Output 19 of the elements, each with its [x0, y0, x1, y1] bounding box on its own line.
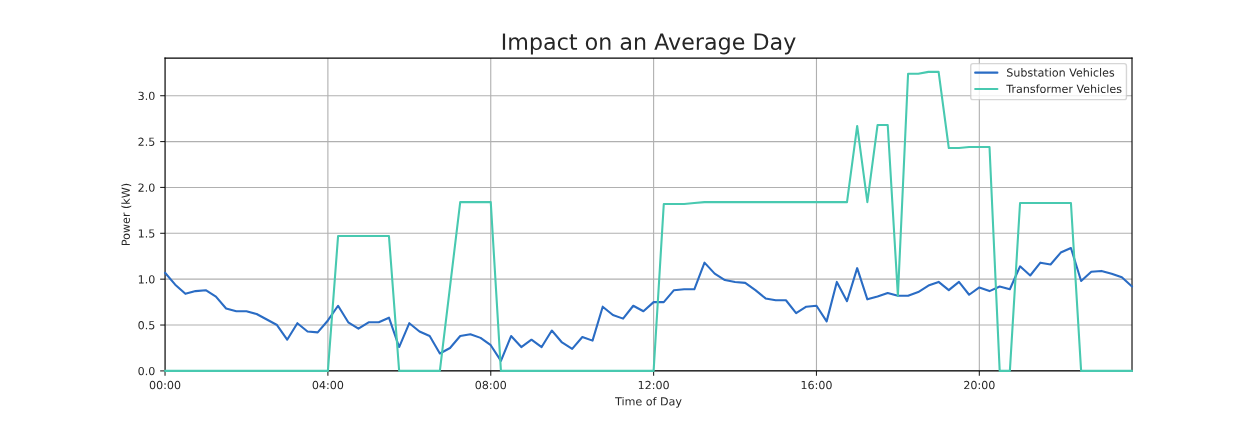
y-tick-label: 1.0	[138, 275, 155, 284]
x-axis-title: Time of Day	[615, 396, 682, 408]
y-tick-label: 0.0	[138, 366, 155, 376]
y-tick-label: 2.5	[138, 137, 155, 146]
y-axis-title: Power (kW)	[121, 183, 132, 246]
chart-title: Impact on an Average Day	[502, 33, 796, 55]
y-tick-label: 1.5	[138, 229, 155, 238]
x-tick-label: 12:00	[638, 380, 669, 390]
y-tick-label: 3.0	[138, 91, 155, 101]
x-tick-label: 16:00	[801, 380, 832, 390]
y-tick-label: 2.0	[138, 183, 155, 192]
line-series	[163, 246, 1134, 362]
x-tick-label: 20:00	[964, 380, 995, 390]
y-tick-label: 0.5	[138, 321, 155, 330]
x-tick-label: 00:00	[149, 380, 181, 390]
x-tick-label: 08:00	[475, 380, 507, 390]
legend-label: Substation Vehicles	[1007, 68, 1115, 77]
legend-label: Transformer Vehicles	[1006, 84, 1122, 94]
x-tick-label: 04:00	[312, 380, 344, 390]
